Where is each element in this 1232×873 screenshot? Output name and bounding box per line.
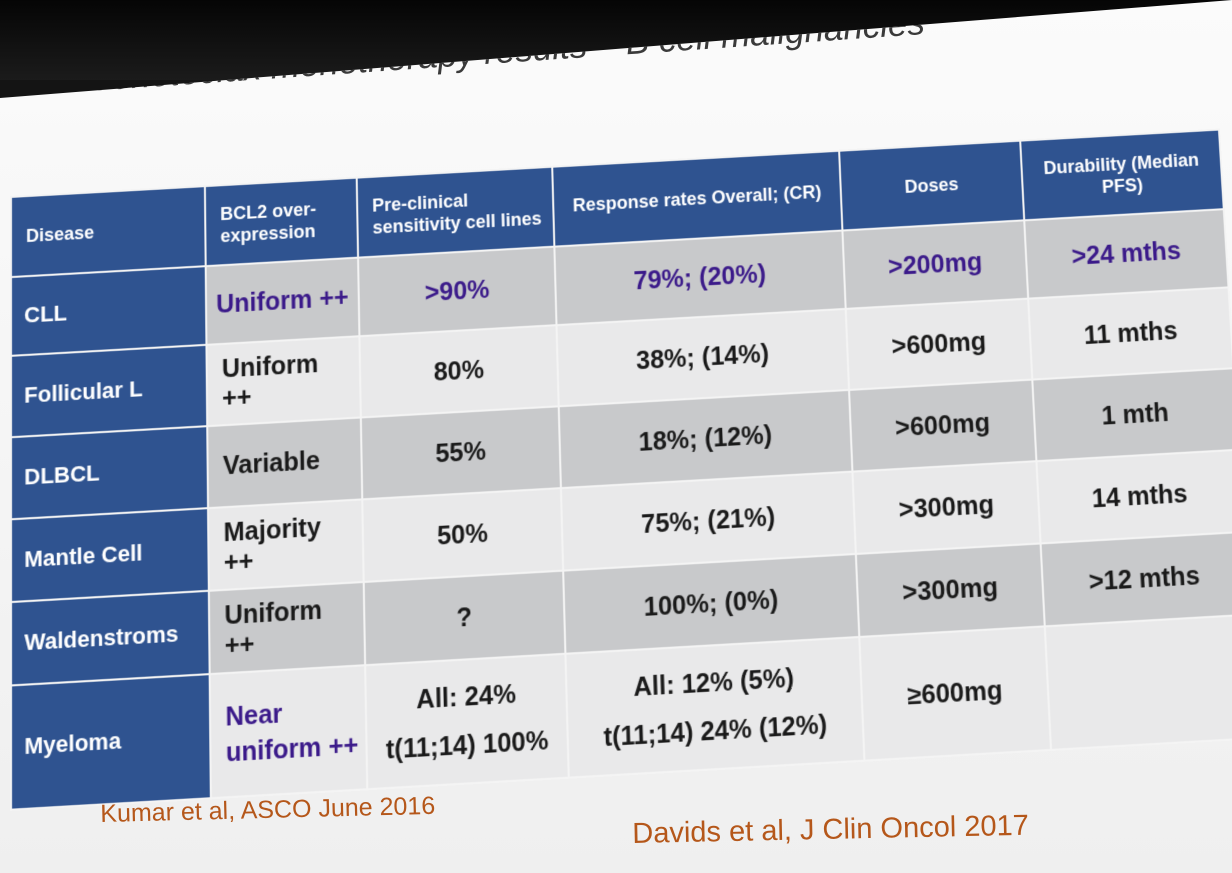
citation-davids: Davids et al, J Clin Oncol 2017 xyxy=(632,809,1030,850)
cell-expression: Near uniform ++ xyxy=(209,665,368,799)
header-disease: Disease xyxy=(11,186,206,278)
cell-disease: Waldenstroms xyxy=(11,590,210,686)
cell-doses: >600mg xyxy=(845,298,1033,390)
header-durability: Durability (Median PFS) xyxy=(1020,129,1224,221)
cell-sensitivity: >90% xyxy=(358,246,557,337)
cell-disease: Follicular L xyxy=(11,344,208,438)
cell-sensitivity: All: 24% t(11;14) 100% xyxy=(365,653,569,790)
cell-doses: >600mg xyxy=(849,379,1037,472)
cell-durability: 11 mths xyxy=(1028,287,1232,380)
results-table-wrapper: Disease BCL2 over-expression Pre-clinica… xyxy=(10,129,1232,811)
header-bcl2-expression: BCL2 over-expression xyxy=(204,177,359,267)
cell-disease: Mantle Cell xyxy=(11,508,209,603)
cell-doses: >300mg xyxy=(855,543,1045,637)
cell-expression: Uniform ++ xyxy=(208,581,366,675)
cell-doses: >300mg xyxy=(852,461,1041,554)
cell-sensitivity: 80% xyxy=(359,325,559,418)
cell-doses: >200mg xyxy=(842,220,1029,309)
cell-expression: Uniform ++ xyxy=(206,336,361,427)
cell-disease: DLBCL xyxy=(11,426,209,520)
cell-durability: >12 mths xyxy=(1040,531,1232,627)
cell-durability: 14 mths xyxy=(1036,449,1232,544)
cell-durability: >24 mths xyxy=(1024,209,1229,299)
cell-expression: Variable xyxy=(207,417,363,509)
results-table: Disease BCL2 over-expression Pre-clinica… xyxy=(10,129,1232,811)
cell-durability xyxy=(1044,614,1232,750)
cell-response: All: 12% (5%) t(11;14) 24% (12%) xyxy=(565,636,865,778)
header-preclinical-sensitivity: Pre-clinical sensitivity cell lines xyxy=(356,166,555,258)
header-doses: Doses xyxy=(839,140,1025,231)
cell-sensitivity: ? xyxy=(363,570,566,666)
cell-sensitivity: 55% xyxy=(360,406,561,500)
cell-disease: Myeloma xyxy=(11,674,211,810)
cell-expression: Uniform ++ xyxy=(205,257,360,345)
cell-sensitivity-line2: t(11;14) 100% xyxy=(385,726,549,765)
cell-disease: CLL xyxy=(11,266,207,356)
cell-expression-line2: uniform ++ xyxy=(225,730,359,768)
cell-sensitivity: 50% xyxy=(362,488,564,582)
cell-expression: Majority ++ xyxy=(208,499,364,591)
cell-durability: 1 mth xyxy=(1032,368,1232,462)
cell-doses: ≥600mg xyxy=(859,626,1052,761)
